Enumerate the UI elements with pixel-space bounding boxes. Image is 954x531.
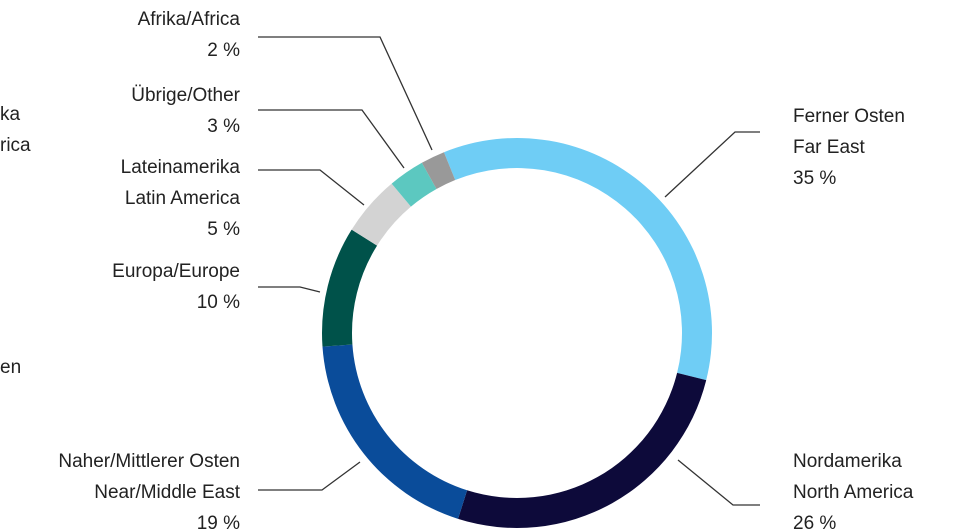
segment-label: North America [793,482,914,503]
value-label: 19 % [197,513,240,531]
cropped-text: en [0,357,21,378]
value-label: 2 % [207,40,240,61]
value-label: 5 % [207,219,240,240]
segment-label: Übrige/Other [131,85,240,106]
segment-label: Afrika/Africa [138,9,241,30]
leader-line [258,169,365,206]
cropped-text: rica [0,135,31,156]
leader-line [258,461,361,491]
donut-segment [421,152,456,189]
segment-label: Nordamerika [793,451,902,472]
segment-label: Naher/Mittlerer Osten [58,451,240,472]
value-label: 35 % [793,168,836,189]
cropped-text: ka [0,104,21,125]
segment-label: Latin America [125,188,241,209]
segment-label: Ferner Osten [793,106,905,127]
leader-line [677,459,760,506]
leader-line [664,131,760,198]
donut-segment [322,344,468,519]
donut-segment [458,372,707,528]
segment-label: Lateinamerika [121,157,241,178]
segment-label: Near/Middle East [94,482,240,503]
segment-label: Europa/Europe [112,261,240,282]
value-label: 10 % [197,292,240,313]
value-label: 26 % [793,513,836,531]
donut-segment [443,138,712,381]
donut-segment [391,162,437,207]
leader-line [258,109,405,169]
leader-line [258,36,433,151]
value-label: 3 % [207,116,240,137]
leader-line [258,286,321,293]
donut-segment [322,229,378,347]
donut-segment [351,183,411,246]
segment-label: Far East [793,137,866,158]
